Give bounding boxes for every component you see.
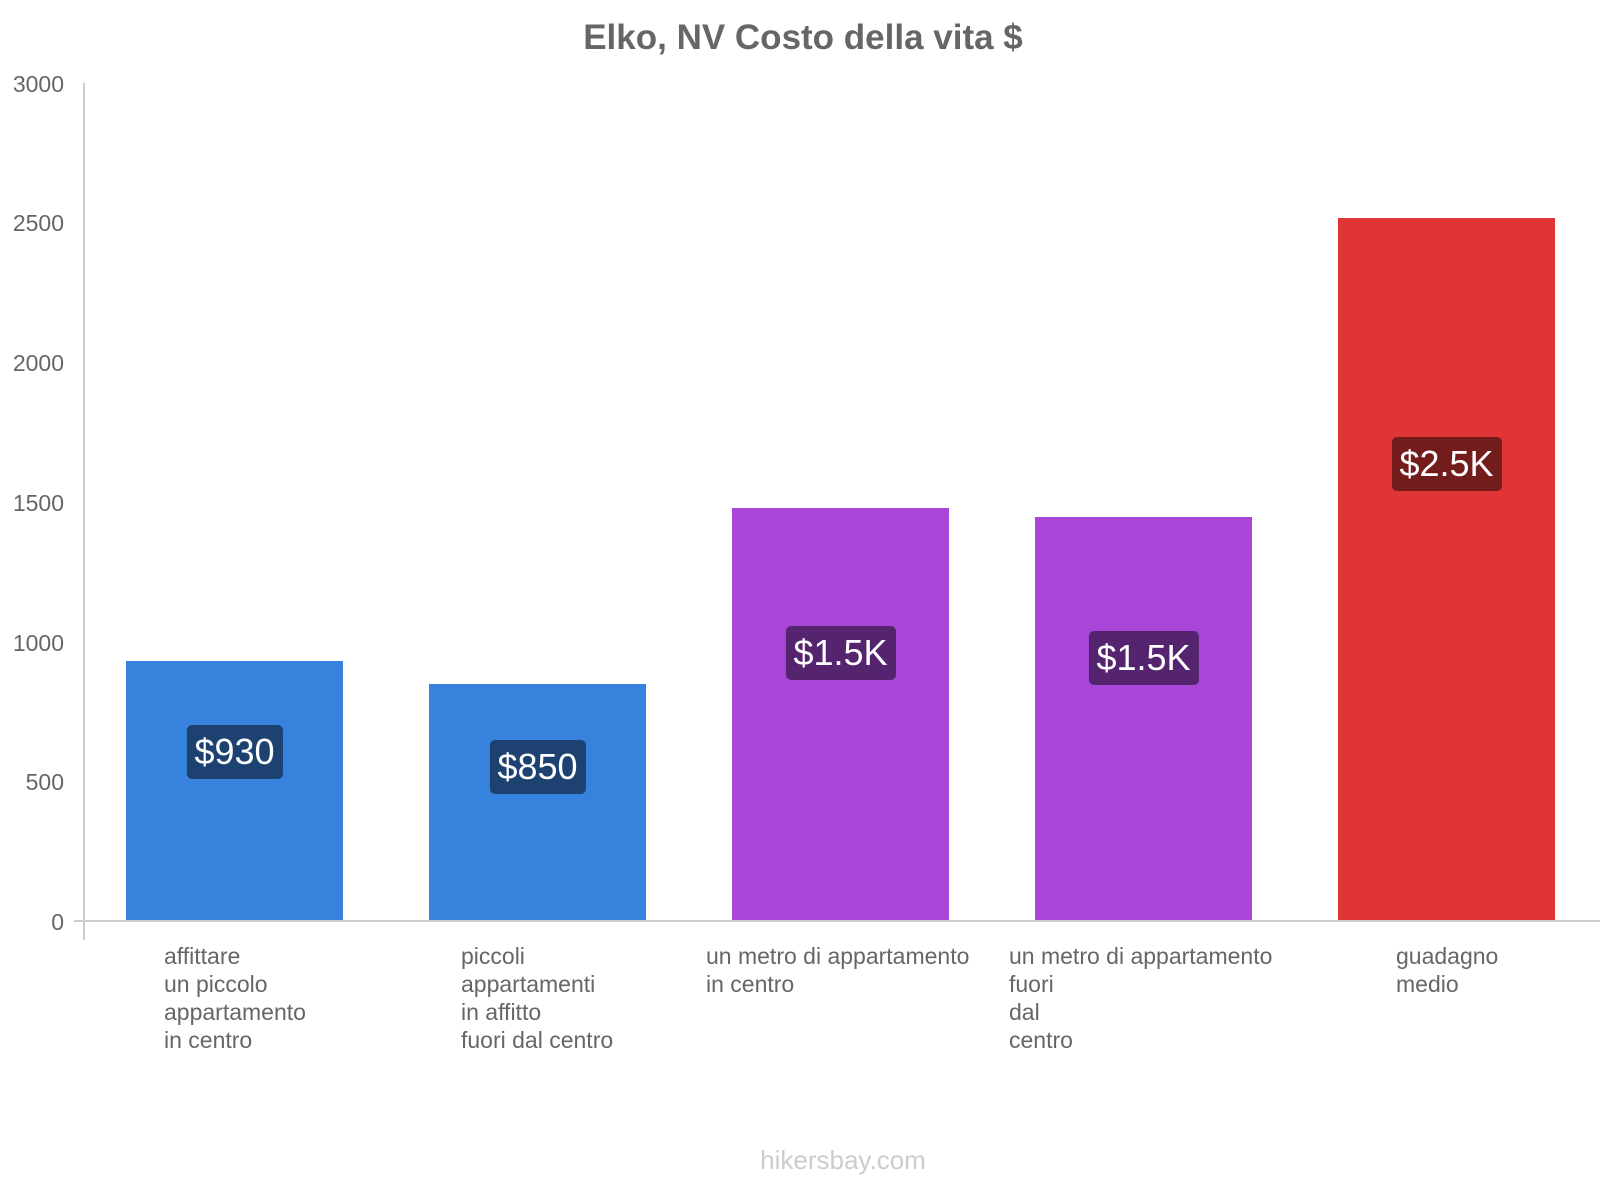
y-axis-line xyxy=(83,83,85,940)
bar: $2.5K xyxy=(1338,218,1555,921)
y-tick: 3000 xyxy=(12,71,64,97)
bar: $930 xyxy=(126,661,343,921)
source-footer: hikersbay.com xyxy=(760,1145,926,1175)
x-category-label: un metro di appartamento in centro xyxy=(706,943,970,997)
bar-value-label: $930 xyxy=(186,725,283,780)
x-category-label: piccoli appartamenti in affitto fuori da… xyxy=(461,943,614,1053)
bar: $850 xyxy=(429,683,646,921)
y-tick: 0 xyxy=(51,909,64,935)
x-category-label: affittare un piccolo appartamento in cen… xyxy=(164,943,306,1053)
bar: $1.5K xyxy=(1035,516,1252,921)
bar-value-label: $1.5K xyxy=(785,625,896,680)
bar: $1.5K xyxy=(732,508,949,921)
y-tick: 2500 xyxy=(12,210,64,236)
bar-value-label: $1.5K xyxy=(1088,631,1199,686)
y-axis-ticks: 0 500 1000 1500 2000 2500 3000 xyxy=(0,0,100,1000)
x-category-label: guadagno medio xyxy=(1396,943,1499,997)
y-tick: 1500 xyxy=(12,490,64,516)
bar-value-label: $850 xyxy=(489,739,586,794)
bar-value-label: $2.5K xyxy=(1391,437,1502,492)
y-tick: 1000 xyxy=(12,630,64,656)
chart-title: Elko, NV Costo della vita $ xyxy=(583,18,1023,57)
x-category-label: un metro di appartamento fuori dal centr… xyxy=(1009,943,1273,1053)
y-tick: 500 xyxy=(25,769,64,795)
x-axis-line xyxy=(74,920,1600,922)
plot-area: $930 $850 $1.5K $1.5K $2.5K xyxy=(84,83,1600,921)
y-tick: 2000 xyxy=(12,350,64,376)
